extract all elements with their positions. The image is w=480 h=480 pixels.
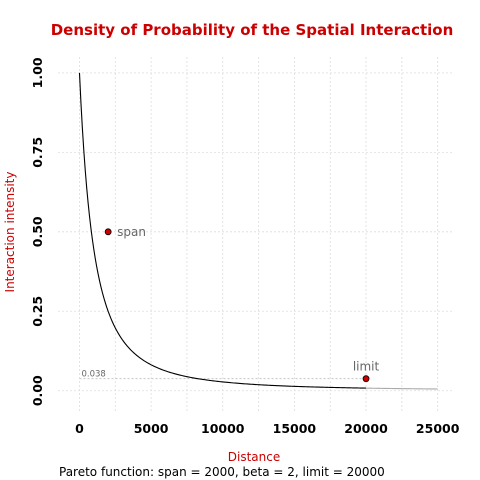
curve-after-limit	[366, 387, 438, 390]
marker-label-span: span	[117, 225, 146, 239]
x-tick-label: 20000	[344, 421, 388, 436]
grid	[58, 57, 452, 413]
marker-span	[104, 228, 112, 236]
x-axis-title: Distance	[228, 450, 280, 464]
chart-title: Density of Probability of the Spatial In…	[51, 21, 454, 39]
chart-caption: Pareto function: span = 2000, beta = 2, …	[59, 465, 385, 479]
x-tick-label: 25000	[416, 421, 460, 436]
x-tick-label: 15000	[273, 421, 317, 436]
x-tick-label: 10000	[201, 421, 245, 436]
curve-group	[78, 72, 438, 390]
x-tick-label: 0	[75, 421, 84, 436]
marker-group: span limit	[104, 225, 380, 383]
y-tick-label: 0.75	[30, 137, 45, 168]
y-tick-label: 0.50	[30, 216, 45, 247]
y-tick-label: 0.00	[30, 375, 45, 406]
x-tick-label: 5000	[134, 421, 169, 436]
marker-label-limit: limit	[353, 360, 380, 374]
y-axis-title: Interaction intensity	[3, 172, 17, 293]
curve-before-limit	[78, 72, 367, 389]
tick-labels: 0 5000 10000 15000 20000 25000 0.00 0.25 0.50 0.7…	[30, 57, 460, 436]
marker-limit	[362, 375, 370, 383]
y-tick-label: 1.00	[30, 57, 45, 88]
limit-reference-label: 0.038	[81, 370, 105, 380]
y-tick-label: 0.25	[30, 296, 45, 327]
reference-line-group: 0.038	[79, 370, 367, 380]
